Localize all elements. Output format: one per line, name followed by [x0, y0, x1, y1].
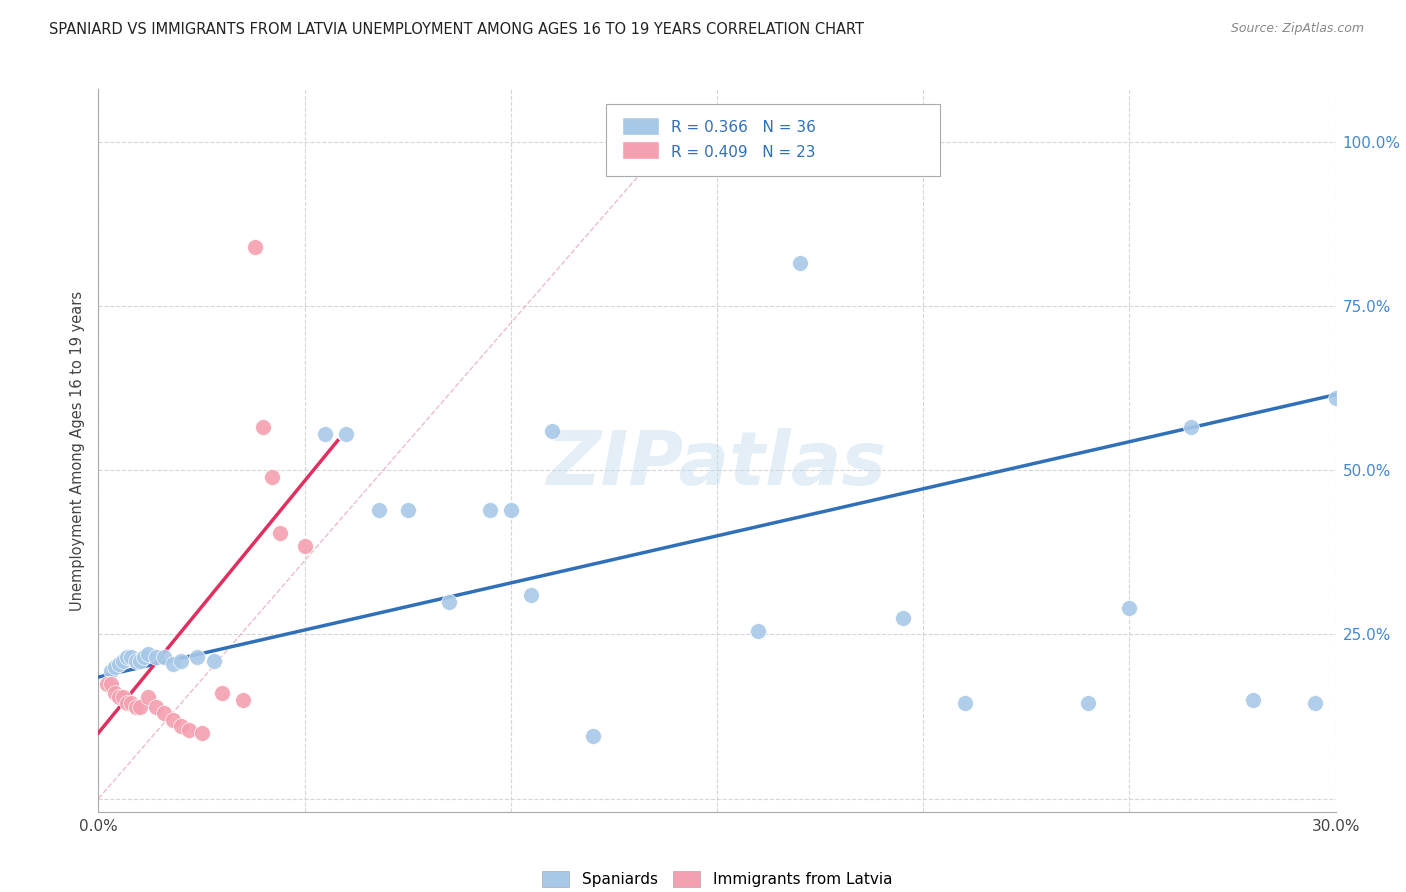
Point — [1241, 693, 1264, 707]
Point — [260, 469, 283, 483]
Text: R = 0.409   N = 23: R = 0.409 N = 23 — [671, 145, 815, 160]
Point — [153, 706, 176, 721]
Point — [104, 660, 127, 674]
FancyBboxPatch shape — [621, 141, 659, 160]
Point — [1303, 696, 1326, 710]
Point — [136, 647, 159, 661]
Point — [541, 424, 564, 438]
Y-axis label: Unemployment Among Ages 16 to 19 years: Unemployment Among Ages 16 to 19 years — [69, 291, 84, 610]
Point — [136, 690, 159, 704]
Point — [479, 502, 502, 516]
Point — [100, 664, 122, 678]
Text: R = 0.366   N = 36: R = 0.366 N = 36 — [671, 120, 815, 136]
Text: SPANIARD VS IMMIGRANTS FROM LATVIA UNEMPLOYMENT AMONG AGES 16 TO 19 YEARS CORREL: SPANIARD VS IMMIGRANTS FROM LATVIA UNEMP… — [49, 22, 865, 37]
Point — [162, 657, 184, 671]
Point — [520, 588, 543, 602]
Point — [120, 650, 142, 665]
Point — [367, 502, 389, 516]
Point — [437, 594, 460, 608]
Text: ZIPatlas: ZIPatlas — [547, 428, 887, 501]
Point — [243, 240, 266, 254]
Point — [104, 686, 127, 700]
Point — [747, 624, 769, 639]
Point — [1324, 391, 1347, 405]
Point — [108, 690, 131, 704]
Point — [252, 420, 274, 434]
Point — [120, 696, 142, 710]
Point — [170, 654, 193, 668]
Point — [314, 427, 336, 442]
Point — [128, 654, 150, 668]
Point — [153, 650, 176, 665]
Text: Source: ZipAtlas.com: Source: ZipAtlas.com — [1230, 22, 1364, 36]
Point — [124, 654, 146, 668]
Point — [117, 650, 139, 665]
Point — [211, 686, 233, 700]
Point — [294, 539, 316, 553]
Point — [112, 654, 135, 668]
Point — [1180, 420, 1202, 434]
Point — [132, 650, 155, 665]
Point — [232, 693, 254, 707]
Point — [112, 690, 135, 704]
Point — [170, 719, 193, 733]
Point — [124, 699, 146, 714]
Point — [179, 723, 201, 737]
Point — [128, 699, 150, 714]
Point — [202, 654, 225, 668]
Point — [499, 502, 522, 516]
Point — [891, 611, 914, 625]
Point — [117, 696, 139, 710]
Point — [1118, 601, 1140, 615]
Point — [789, 256, 811, 270]
Point — [186, 650, 208, 665]
Point — [100, 676, 122, 690]
Point — [145, 650, 167, 665]
Point — [953, 696, 976, 710]
Point — [145, 699, 167, 714]
FancyBboxPatch shape — [606, 103, 939, 176]
Legend: Spaniards, Immigrants from Latvia: Spaniards, Immigrants from Latvia — [541, 871, 893, 888]
FancyBboxPatch shape — [621, 117, 659, 135]
Point — [582, 729, 605, 743]
Point — [162, 713, 184, 727]
Point — [396, 502, 419, 516]
Point — [335, 427, 357, 442]
Point — [108, 657, 131, 671]
Point — [96, 676, 118, 690]
Point — [190, 726, 212, 740]
Point — [269, 525, 291, 540]
Point — [1077, 696, 1099, 710]
